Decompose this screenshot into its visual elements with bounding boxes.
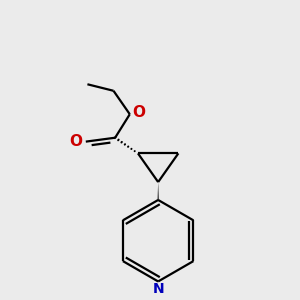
Text: O: O	[132, 105, 146, 120]
Text: N: N	[152, 282, 164, 296]
Text: O: O	[70, 134, 83, 149]
Polygon shape	[158, 182, 159, 200]
